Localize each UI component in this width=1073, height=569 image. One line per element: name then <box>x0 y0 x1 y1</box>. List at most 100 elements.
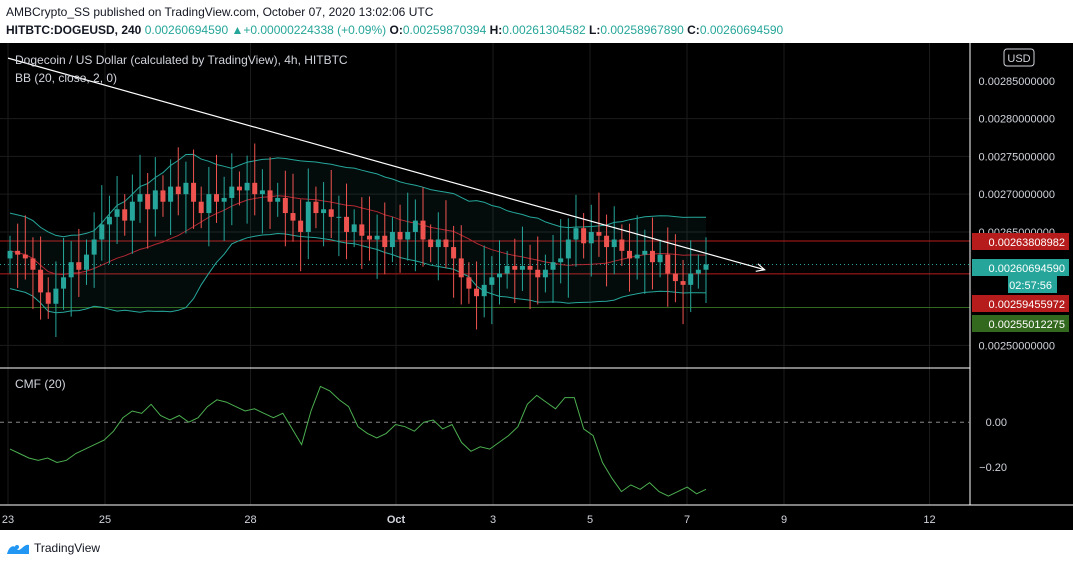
candle-body <box>512 265 518 270</box>
candle-body <box>412 220 418 232</box>
candle-body <box>206 194 212 214</box>
candle-body <box>61 277 67 289</box>
candle-body <box>313 201 319 214</box>
candle-body <box>474 288 480 297</box>
time-tick-label: 28 <box>244 514 256 526</box>
candle-body <box>558 258 564 263</box>
candle-body <box>665 254 671 274</box>
trendline-line <box>7 57 765 271</box>
candle-body <box>405 231 411 240</box>
candle-body <box>420 220 426 240</box>
time-tick-label: 25 <box>99 514 111 526</box>
candle-body <box>305 201 311 232</box>
candle-body <box>466 277 472 289</box>
candle-body <box>535 269 541 278</box>
high-label: H: <box>489 23 503 37</box>
publish-line: AMBCrypto_SS published on TradingView.co… <box>6 5 434 19</box>
candle-body <box>30 258 36 270</box>
candle-body <box>175 186 181 195</box>
candle-body <box>688 273 694 285</box>
cmf-tick-label: 0.00 <box>986 417 1007 429</box>
candle-body <box>359 224 365 236</box>
bb-legend: BB (20, close, 2, 0) <box>15 71 117 85</box>
last-price-tag <box>972 259 1069 276</box>
candle-body <box>183 182 189 195</box>
candle-body <box>129 201 135 221</box>
time-tick-label: 7 <box>684 514 690 526</box>
candle-body <box>198 201 204 214</box>
price-labels: 0.00263808982 0.00260694590 02:57:56 0.0… <box>972 233 1069 332</box>
last-price: 0.00260694590 <box>144 23 229 37</box>
countdown-value: 02:57:56 <box>1009 280 1052 292</box>
tradingview-brand[interactable]: TradingView <box>6 541 100 555</box>
candle-body <box>672 273 678 282</box>
time-tick-label: 12 <box>923 514 935 526</box>
candle-body <box>581 228 587 244</box>
candle-body <box>22 254 28 259</box>
close-label: C: <box>687 23 700 37</box>
candle-body <box>191 182 197 202</box>
time-tick-label: 9 <box>781 514 787 526</box>
candle-body <box>282 197 288 214</box>
candle-body <box>649 250 655 263</box>
candle-body <box>45 292 51 304</box>
candle-body <box>221 197 227 202</box>
countdown-tag <box>1008 276 1057 293</box>
candle-body <box>527 265 533 270</box>
candle-body <box>168 186 174 202</box>
candle-body <box>642 250 648 255</box>
cmf-tick-label: −0.20 <box>979 462 1007 474</box>
candle-body <box>496 273 502 278</box>
price-tick-label: 0.00270000000 <box>979 189 1055 201</box>
candle-body <box>83 254 89 270</box>
support-resistance-lines <box>0 240 970 308</box>
cmf-line <box>9 385 707 497</box>
trendline[interactable] <box>7 57 766 272</box>
candle-body <box>374 235 380 240</box>
candle-body <box>229 186 235 198</box>
candle-body <box>114 209 120 217</box>
candle-body <box>550 262 556 270</box>
candle-body <box>542 269 548 278</box>
candle-body <box>573 228 579 240</box>
candle-body <box>298 220 304 232</box>
candle-body <box>627 250 633 259</box>
time-tick-label: 3 <box>490 514 496 526</box>
low-value: 0.00258967890 <box>600 23 684 37</box>
candle-body <box>252 182 258 195</box>
time-tick-label: Oct <box>387 514 406 526</box>
open-label: O: <box>389 23 403 37</box>
candle-body <box>259 190 265 195</box>
candle-body <box>611 239 617 248</box>
change-arrow-icon: ▲ <box>231 23 244 37</box>
candle-body <box>328 209 334 217</box>
symbol-label: HITBTC:DOGEUSD, 240 <box>6 23 142 37</box>
change-value: +0.00000224338 (+0.09%) <box>243 23 387 37</box>
currency-label: USD <box>1007 53 1030 65</box>
chart-canvas[interactable]: 0.00280000000 0.00275000000 0.00270000000 0… <box>0 43 1073 530</box>
candle-body <box>428 239 434 248</box>
time-axis[interactable]: 23 25 28 Oct 3 5 7 9 12 <box>2 514 936 526</box>
candle-body <box>122 209 128 221</box>
candle-body <box>451 247 457 259</box>
candle-body <box>695 269 701 274</box>
candle-body <box>99 224 105 240</box>
candle-body <box>236 186 242 191</box>
cmf-pane <box>0 385 970 497</box>
chart-title: Dogecoin / US Dollar (calculated by Trad… <box>15 53 348 67</box>
candles <box>7 143 709 338</box>
candle-body <box>504 265 510 274</box>
candle-body <box>336 216 342 218</box>
high-value: 0.00261304582 <box>502 23 586 37</box>
time-axis-background <box>0 505 1073 530</box>
candle-body <box>389 231 395 248</box>
currency-button[interactable] <box>1003 48 1035 67</box>
candle-body <box>351 224 357 232</box>
close-value: 0.00260694590 <box>699 23 784 37</box>
tradingview-logo-icon <box>7 544 29 554</box>
open-value: 0.00259870394 <box>402 23 487 37</box>
candle-body <box>275 197 281 202</box>
candle-body <box>76 262 82 270</box>
candle-body <box>619 239 625 251</box>
price-tick-label: 0.00275000000 <box>979 151 1055 163</box>
